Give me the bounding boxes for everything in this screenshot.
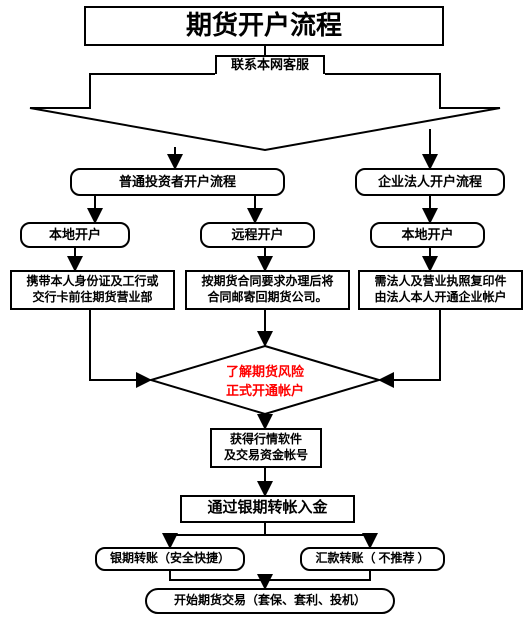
title-text: 期货开户流程 [186,9,342,43]
contact-text: 联系本网客服 办理预约开户 [231,57,309,91]
desc-local1-box: 携带本人身份证及工行或 交行卡前往期货营业部 [10,270,175,310]
transfer-bank-text: 银期转账（安全快捷） [110,551,230,567]
desc-local2-box: 需法人及营业执照复印件 由法人本人开通企业帐户 [358,270,523,310]
desc-remote-box: 按期货合同要求办理后将 合同邮寄回期货公司。 [185,270,350,310]
title-box: 期货开户流程 [84,6,444,46]
risk-text: 了解期货风险 正式开通帐户 [226,361,304,399]
local1-text: 本地开户 [49,227,101,244]
investor-text: 普通投资者开户流程 [119,174,236,191]
transfer-remit-box: 汇款转账（ 不推荐 ） [300,547,445,571]
enterprise-box: 企业法人开户流程 [355,168,505,196]
local2-text: 本地开户 [401,227,453,244]
software-box: 获得行情软件 及交易资金帐号 [210,428,322,468]
connector-svg [0,0,529,621]
desc-local1-text: 携带本人身份证及工行或 交行卡前往期货营业部 [26,274,158,305]
start-trade-text: 开始期货交易（套保、套利、投机） [174,593,366,609]
start-trade-box: 开始期货交易（套保、套利、投机） [145,588,395,614]
contact-box: 联系本网客服 办理预约开户 [215,55,325,93]
risk-diamond: 了解期货风险 正式开通帐户 [150,345,380,415]
local2-box: 本地开户 [370,222,485,248]
arrows-svg [0,0,529,621]
remote-text: 远程开户 [231,227,283,244]
investor-box: 普通投资者开户流程 [70,168,285,196]
transfer-remit-text: 汇款转账（ 不推荐 ） [315,551,429,567]
enterprise-text: 企业法人开户流程 [378,174,482,191]
desc-remote-text: 按期货合同要求办理后将 合同邮寄回期货公司。 [201,274,333,305]
transfer-bank-box: 银期转账（安全快捷） [95,547,245,571]
remote-box: 远程开户 [200,222,315,248]
deposit-box: 通过银期转帐入金 [180,495,355,523]
desc-local2-text: 需法人及营业执照复印件 由法人本人开通企业帐户 [374,274,506,305]
local1-box: 本地开户 [20,222,130,248]
deposit-text: 通过银期转帐入金 [207,499,327,519]
software-text: 获得行情软件 及交易资金帐号 [224,432,308,463]
